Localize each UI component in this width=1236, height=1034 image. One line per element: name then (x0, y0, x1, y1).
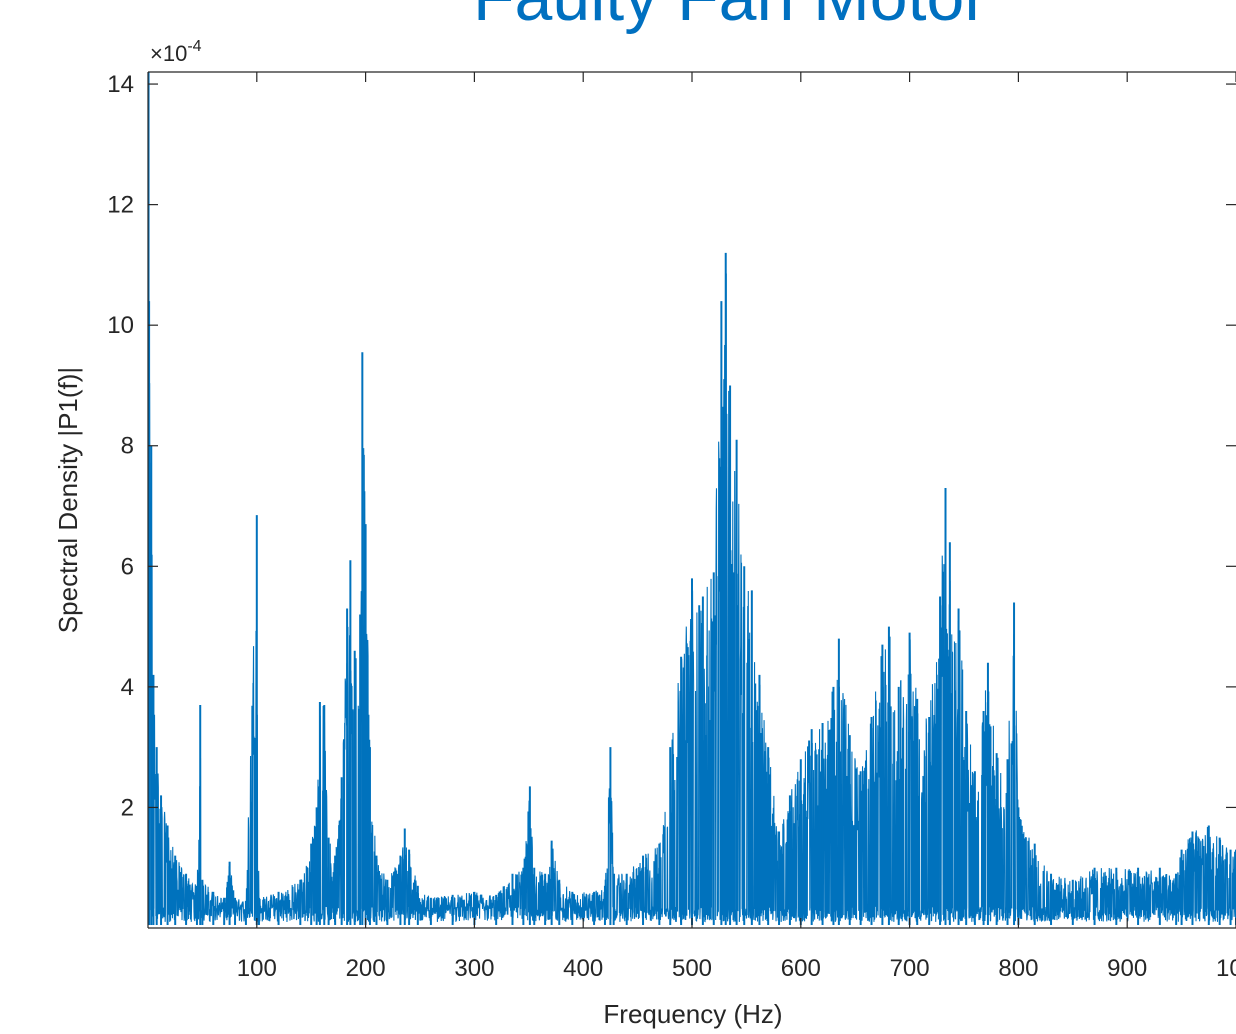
y-axis-exponent: ×10-4 (150, 38, 202, 66)
x-tick-label: 100 (1216, 955, 1236, 982)
y-tick-label: 12 (107, 192, 134, 219)
y-tick-label: 14 (107, 71, 134, 98)
x-tick-label: 700 (890, 955, 930, 982)
y-tick-label: 8 (121, 433, 134, 460)
x-axis-label: Frequency (Hz) (603, 999, 782, 1029)
y-tick-label: 4 (121, 674, 134, 701)
y-tick-label: 6 (121, 553, 134, 580)
y-axis-label: Spectral Density |P1(f)| (53, 367, 83, 633)
x-tick-label: 400 (563, 955, 603, 982)
chart-title: Faulty Fan Motor (473, 0, 987, 35)
x-tick-label: 100 (237, 955, 277, 982)
y-tick-label: 10 (107, 312, 134, 339)
x-tick-label: 600 (781, 955, 821, 982)
x-tick-label: 200 (346, 955, 386, 982)
x-tick-label: 300 (454, 955, 494, 982)
x-tick-label: 500 (672, 955, 712, 982)
x-tick-label: 900 (1107, 955, 1147, 982)
y-axis-ticks: 2 4 6 8 10 12 14 (107, 71, 1236, 928)
x-tick-label: 800 (998, 955, 1038, 982)
spectrum-series (148, 72, 1236, 925)
y-axis-exponent-base: ×10 (150, 41, 187, 66)
y-tick-label: 2 (121, 794, 134, 821)
x-axis-ticks: 100 200 300 400 500 600 700 800 900 100 (148, 71, 1236, 982)
plot-area (148, 72, 1236, 925)
y-axis-exponent-power: -4 (187, 38, 201, 55)
